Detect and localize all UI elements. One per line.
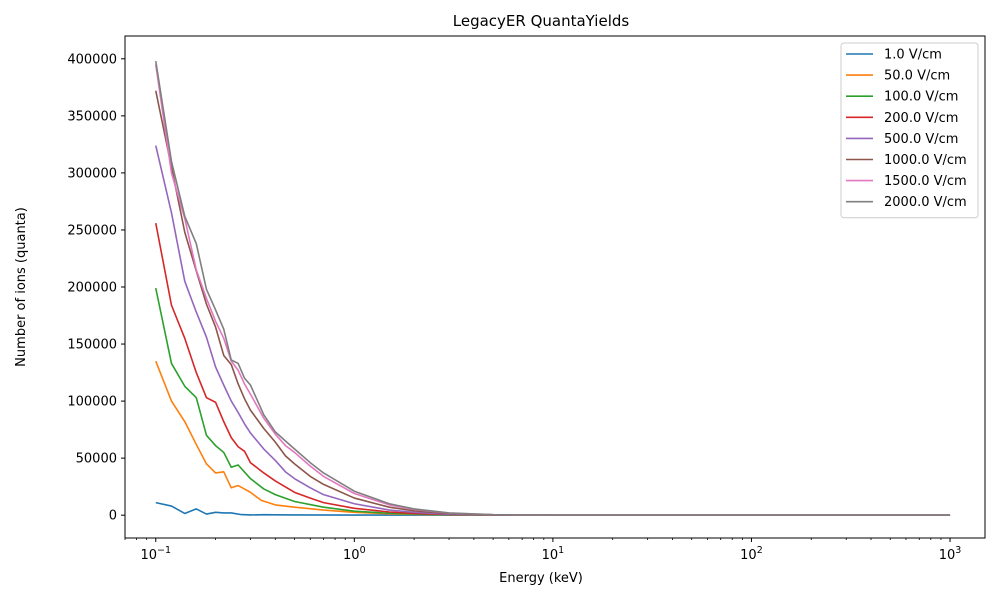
y-tick-label: 100000	[67, 395, 117, 410]
x-axis-ticks: 10−1 100 101 102 103	[124, 538, 962, 563]
legend-label: 100.0 V/cm	[884, 90, 958, 105]
y-axis-label: Number of ions (quanta)	[14, 207, 29, 367]
y-tick-label: 400000	[67, 52, 117, 67]
legend-label: 500.0 V/cm	[884, 132, 958, 147]
y-tick-label: 150000	[67, 338, 117, 353]
legend-label: 1500.0 V/cm	[884, 174, 967, 189]
y-tick-label: 0	[109, 509, 117, 524]
legend-label: 200.0 V/cm	[884, 111, 958, 126]
y-tick-label: 300000	[67, 166, 117, 181]
y-tick-label: 200000	[67, 281, 117, 296]
x-axis-label: Energy (keV)	[499, 571, 583, 586]
legend-label: 1000.0 V/cm	[884, 153, 967, 168]
y-axis-ticks: 0 50000 100000 150000 200000 250000 300000 3500…	[67, 52, 125, 524]
legend-box	[840, 42, 979, 219]
plot-lines	[154, 60, 951, 516]
y-tick-label: 350000	[67, 109, 117, 124]
x-tick-label: 102	[740, 545, 763, 563]
series-line	[154, 60, 951, 516]
legend: 1.0 V/cm 50.0 V/cm 100.0 V/cm 200.0 V/cm 500…	[840, 42, 979, 219]
legend-label: 50.0 V/cm	[884, 69, 950, 84]
y-tick-label: 50000	[76, 452, 117, 467]
x-tick-label: 100	[343, 545, 366, 563]
legend-label: 1.0 V/cm	[884, 48, 942, 63]
y-tick-label: 250000	[67, 223, 117, 238]
legend-label: 2000.0 V/cm	[884, 195, 967, 210]
x-tick-label: 103	[939, 545, 962, 563]
x-tick-label: 10−1	[140, 545, 171, 563]
chart-title: LegacyER QuantaYields	[453, 12, 630, 30]
plot-area-frame	[124, 35, 986, 539]
x-tick-label: 101	[542, 545, 565, 563]
